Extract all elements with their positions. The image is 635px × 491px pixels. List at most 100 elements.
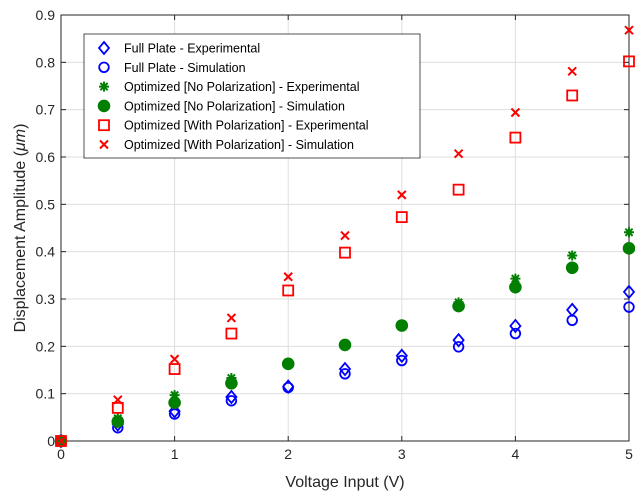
legend-label: Optimized [No Polarization] - Simulation (124, 99, 345, 113)
diamond-marker-shape (395, 348, 408, 364)
circle-icon (98, 61, 110, 74)
y-tick-label: 0.3 (36, 291, 56, 307)
legend-label: Full Plate - Experimental (124, 42, 260, 56)
filled-circle-marker-shape (452, 299, 465, 313)
legend-item-6: Optimized [With Polarization] - Simulati… (99, 138, 354, 152)
data-point (226, 313, 237, 323)
data-point (567, 66, 577, 77)
x-marker-shape (169, 354, 180, 364)
square-marker-shape (225, 327, 238, 340)
legend-label: Full Plate - Simulation (124, 61, 246, 75)
data-point (338, 338, 352, 352)
data-point (509, 131, 522, 144)
x-marker-shape (113, 395, 123, 405)
data-point (113, 395, 123, 405)
circle-marker-shape (452, 341, 465, 353)
square-marker-shape (339, 246, 351, 259)
circle-marker-shape (509, 327, 522, 340)
y-tick-label: 0.2 (36, 338, 56, 354)
data-point (338, 361, 352, 377)
legend: Full Plate - Experimental Full Plate - Si… (83, 33, 421, 159)
filled-circle-marker-shape (225, 376, 238, 390)
data-point (225, 376, 238, 390)
filled-circle-marker-shape (338, 338, 352, 352)
legend-item-5: Optimized [With Polarization] - Experime… (98, 119, 369, 133)
y-tick-label: 0.6 (36, 149, 56, 165)
square-marker-shape (55, 435, 67, 447)
y-tick-label: 0.5 (36, 196, 56, 212)
data-point (623, 55, 635, 68)
filled-circle-marker-shape (395, 319, 409, 332)
data-point (452, 183, 465, 196)
series-6 (56, 25, 634, 446)
data-point (623, 301, 635, 313)
filled-circle-marker-shape (622, 242, 635, 255)
asterisk-marker-shape (510, 273, 521, 284)
data-point (453, 148, 464, 159)
data-point (566, 89, 579, 102)
filled-circle-marker-shape (97, 99, 111, 113)
data-point (566, 314, 578, 327)
filled-circle-marker-shape (111, 415, 125, 428)
circle-marker-shape (623, 301, 635, 313)
circle-marker-shape (282, 381, 294, 394)
y-tick-label: 0.4 (36, 244, 56, 260)
diamond-icon (97, 40, 111, 56)
legend-item-4: Optimized [No Polarization] - Simulation (97, 99, 345, 113)
circle-marker-shape (168, 408, 181, 420)
data-point (509, 327, 522, 340)
series-4 (54, 242, 635, 448)
data-point (168, 408, 181, 420)
asterisk-marker-shape (624, 227, 634, 238)
data-marks (54, 25, 635, 449)
data-point (452, 332, 465, 348)
data-point (225, 395, 238, 407)
data-point (397, 190, 407, 200)
y-tick-label: 0 (47, 433, 55, 449)
y-axis-label: Displacement Amplitude (μm) (12, 124, 29, 333)
x-marker-shape (99, 139, 109, 150)
data-point (567, 250, 578, 261)
asterisk-marker-shape (169, 390, 180, 401)
data-point (111, 401, 124, 414)
data-point (55, 435, 67, 447)
x-tick-label: 2 (284, 446, 292, 462)
data-point (510, 273, 521, 284)
data-point (452, 341, 465, 353)
diamond-marker-shape (452, 332, 465, 348)
filled-circle-icon (97, 99, 111, 113)
data-point (168, 363, 181, 375)
data-point (281, 357, 295, 371)
x-marker-shape (340, 230, 350, 241)
circle-marker-shape (566, 314, 578, 327)
data-point (111, 415, 125, 428)
data-point (622, 242, 635, 255)
asterisk-icon (99, 81, 109, 92)
circle-marker-shape (225, 395, 238, 407)
legend-item-3: Optimized [No Polarization] - Experiment… (99, 80, 360, 94)
data-point (510, 107, 521, 118)
square-icon (98, 119, 110, 132)
legend-label: Optimized [With Polarization] - Simulati… (124, 138, 354, 152)
data-point (395, 211, 408, 224)
x-tick-label: 3 (398, 446, 406, 462)
data-point (225, 327, 238, 340)
diamond-marker-shape (509, 318, 522, 334)
series-2 (55, 301, 635, 447)
data-point (225, 389, 238, 405)
x-axis-label: Voltage Input (V) (285, 474, 404, 491)
series-5 (55, 55, 635, 447)
data-point (283, 272, 293, 282)
y-axis-label-text: Displacement Amplitude ( (12, 150, 29, 332)
y-axis-label-close: ) (12, 124, 29, 129)
square-marker-shape (623, 55, 635, 68)
data-point (339, 246, 351, 259)
data-point (395, 319, 409, 332)
diamond-marker-shape (168, 403, 181, 419)
legend-label: Optimized [No Polarization] - Experiment… (124, 80, 360, 94)
square-marker-shape (168, 363, 181, 375)
circle-marker-shape (98, 61, 110, 74)
square-marker-shape (566, 89, 579, 102)
x-tick-label: 4 (512, 446, 520, 462)
x-icon (99, 139, 109, 150)
